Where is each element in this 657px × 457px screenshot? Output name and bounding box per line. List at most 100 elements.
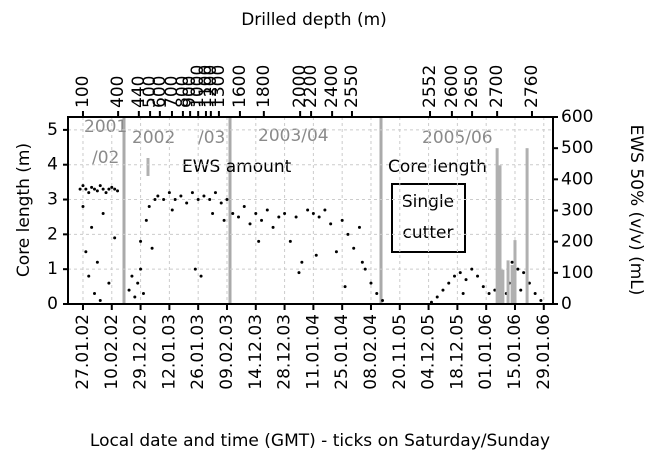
point (453, 274, 457, 278)
point (519, 288, 523, 292)
point (231, 211, 235, 215)
point (375, 292, 379, 296)
top-tick-label: 1200 (201, 65, 221, 108)
y-tick-label: 0 (47, 294, 58, 314)
y-tick-label: 4 (47, 155, 58, 175)
annotation: 2001 (84, 117, 127, 137)
point (317, 215, 321, 219)
point (294, 215, 298, 219)
point (156, 194, 160, 198)
top-tick-label: 1000 (188, 65, 208, 108)
point (95, 189, 99, 193)
x-tick-label: 25.01.04 (332, 314, 352, 390)
point (470, 267, 474, 271)
point (236, 215, 240, 219)
y2-tick-label: 600 (561, 107, 593, 127)
bar (498, 165, 502, 304)
y-tick-label: 3 (47, 190, 58, 210)
bar (525, 148, 529, 304)
bar (506, 260, 510, 304)
point (190, 191, 194, 195)
annotation: cutter (403, 223, 454, 243)
point (81, 184, 85, 188)
top-tick-label: 400 (108, 76, 128, 108)
point (533, 292, 537, 296)
point (139, 239, 143, 243)
point (539, 299, 543, 303)
point (277, 215, 281, 219)
top-tick-label: 2650 (462, 65, 482, 108)
top-tick-label: 900 (180, 76, 200, 108)
point (481, 285, 485, 289)
point (360, 260, 364, 264)
x-tick-label: 01.01.06 (476, 314, 496, 390)
point (441, 288, 445, 292)
top-tick-label: 1100 (196, 65, 216, 108)
point (334, 250, 338, 254)
x-tick-label: 10.02.02 (102, 314, 122, 390)
x-tick-label: 28.12.03 (275, 314, 295, 390)
x-tick-label: 20.11.05 (390, 314, 410, 390)
point (219, 201, 223, 205)
point (153, 198, 157, 202)
point (196, 198, 200, 202)
x-tick-label: 18.12.05 (447, 314, 467, 390)
bar (501, 269, 505, 304)
annotation: /03 (198, 128, 225, 148)
point (346, 232, 350, 236)
point (208, 198, 212, 202)
point (522, 271, 526, 275)
point (288, 239, 292, 243)
x-tick-label: 26.01.03 (188, 314, 208, 390)
point (271, 225, 275, 229)
top-tick-label: 2600 (442, 65, 462, 108)
top-axis-title: Drilled depth (m) (241, 10, 387, 30)
point (461, 292, 465, 296)
y2-tick-label: 500 (561, 138, 593, 158)
point (84, 187, 88, 191)
point (87, 274, 91, 278)
point (476, 274, 480, 278)
x-tick-label: 12.01.03 (159, 314, 179, 390)
point (147, 204, 151, 208)
point (162, 198, 166, 202)
point (150, 246, 154, 250)
top-tick-label: 2760 (522, 65, 542, 108)
point (98, 299, 102, 303)
point (340, 218, 344, 222)
point (352, 246, 356, 250)
point (369, 281, 373, 285)
point (458, 271, 462, 275)
top-tick-label: 440 (129, 76, 149, 108)
annotation: /02 (92, 148, 119, 168)
y2-tick-label: 0 (561, 294, 572, 314)
top-tick-label: 1300 (209, 65, 229, 108)
bar (495, 148, 499, 304)
point (381, 299, 385, 303)
point (185, 201, 189, 205)
plot-frame (67, 116, 554, 305)
point (260, 218, 264, 222)
top-tick-label: 1800 (254, 65, 274, 108)
point (90, 185, 94, 189)
y-tick-label: 2 (47, 224, 58, 244)
point (92, 187, 96, 191)
top-tick-label: 2400 (322, 65, 342, 108)
top-tick-label: 2550 (342, 65, 362, 108)
x-tick-label: 04.12.05 (419, 314, 439, 390)
y2-tick-label: 100 (561, 263, 593, 283)
top-tick-label: 700 (162, 76, 182, 108)
point (84, 250, 88, 254)
point (113, 187, 117, 191)
point (144, 218, 148, 222)
y-tick-label: 5 (47, 120, 58, 140)
point (167, 191, 171, 195)
point (447, 281, 451, 285)
y2-tick-label: 300 (561, 201, 593, 221)
point (297, 271, 301, 275)
bar (513, 240, 517, 304)
point (211, 211, 215, 215)
point (283, 211, 287, 215)
x-tick-label: 14.12.03 (246, 314, 266, 390)
